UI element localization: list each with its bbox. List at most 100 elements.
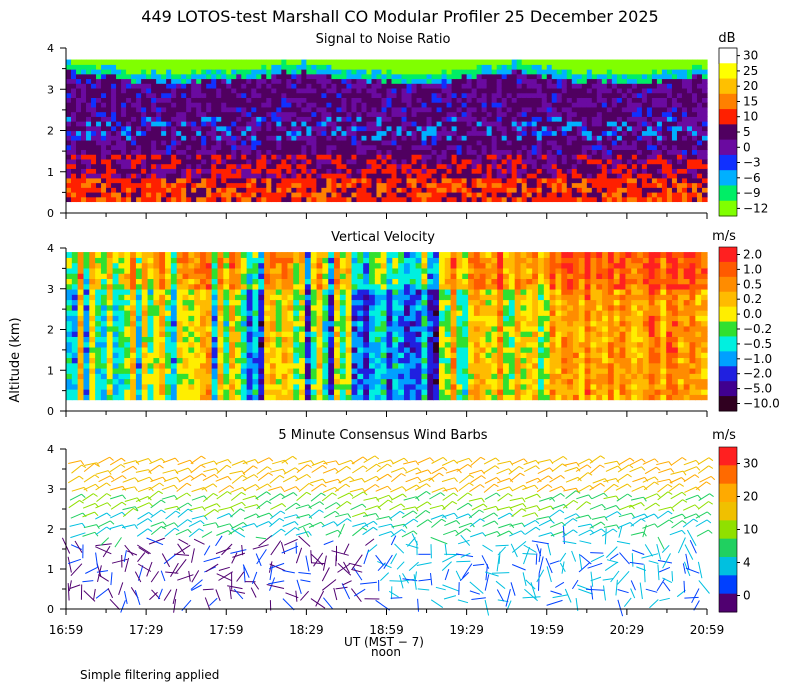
vv-cell [106,294,114,301]
snr-cell [561,139,568,146]
snr-cell [511,73,518,80]
snr-cell [506,69,513,75]
snr-cell [341,182,348,188]
vv-cell [281,273,289,280]
snr-cell [296,144,302,151]
snr-cell [576,116,583,122]
snr-cell [551,196,558,203]
vv-cell [112,383,120,390]
snr-cell [191,149,197,155]
snr-cell [506,83,513,89]
snr-cell [106,64,112,70]
vv-cell [71,320,79,327]
snr-cell [451,64,458,70]
snr-cell [71,59,77,65]
snr-cell [481,102,488,108]
snr-cell [546,149,553,155]
snr-cell [401,125,408,132]
snr-cell [416,78,423,84]
snr-cell [76,106,82,113]
snr-cell [381,125,388,132]
snr-cell [681,87,688,94]
snr-cell [416,73,423,80]
snr-cell [311,87,317,94]
snr-cell [326,187,333,193]
snr-cell [156,177,162,184]
snr-cell [456,78,463,84]
vv-cell [66,310,73,316]
snr-cell [116,196,122,203]
vv-cell [135,262,143,269]
vv-cell [269,299,277,306]
snr-cell [176,187,182,193]
snr-cell [506,196,513,203]
snr-cell [361,64,368,70]
snr-cell [181,78,187,84]
vv-cell [130,341,137,348]
snr-cell [81,135,87,141]
snr-cell [381,59,388,65]
snr-cell [361,87,368,94]
snr-cell [506,149,513,155]
snr-cell [276,191,282,198]
snr-cell [156,69,162,75]
snr-cell [661,130,668,136]
snr-cell [196,182,202,188]
snr-cell [541,163,548,169]
snr-cell [351,168,358,174]
snr-cell [371,144,378,151]
snr-cell [356,102,363,108]
snr-cell [306,135,312,141]
snr-cell [621,92,628,98]
vv-cell [130,383,137,390]
snr-cell [496,116,503,122]
vv-cell [182,252,189,258]
snr-cell [491,64,498,70]
vv-cell [287,373,294,380]
snr-cell [451,154,458,160]
snr-cell [416,163,423,169]
snr-cell [586,106,593,113]
snr-cell [586,135,593,141]
snr-cell [476,64,483,70]
vv-cell [66,367,73,374]
snr-cell [211,182,217,188]
vv-cell [223,357,230,364]
snr-cell [111,73,117,80]
snr-cell [321,168,328,174]
snr-cell [496,130,503,136]
snr-cell [126,106,132,113]
snr-cell [206,154,212,160]
snr-cell [286,177,292,184]
snr-cell [451,111,458,117]
snr-cell [306,64,312,70]
snr-cell [136,163,142,169]
snr-cell [626,83,633,89]
vv-cell [188,331,195,337]
snr-cell [116,130,122,136]
snr-cell [251,182,257,188]
snr-cell [146,168,152,174]
vv-cell [182,310,189,316]
vv-cell [287,315,294,322]
snr-cell [351,182,358,188]
snr-cell [406,173,413,179]
snr-cell [501,102,508,108]
snr-cell [186,154,192,160]
snr-cell [116,177,122,184]
vv-cell [194,320,201,327]
snr-cell [666,187,673,193]
snr-cell [401,154,408,160]
snr-cell [186,177,192,184]
snr-cell [76,97,82,103]
snr-cell [236,106,242,113]
snr-cell [236,149,242,155]
snr-cell [246,187,252,193]
vv-cell [176,267,184,274]
snr-cell [556,59,563,65]
snr-cell [546,121,553,127]
vv-cell [71,325,79,332]
snr-cell [591,87,598,94]
vv-cell [89,315,96,322]
snr-cell [276,111,282,117]
